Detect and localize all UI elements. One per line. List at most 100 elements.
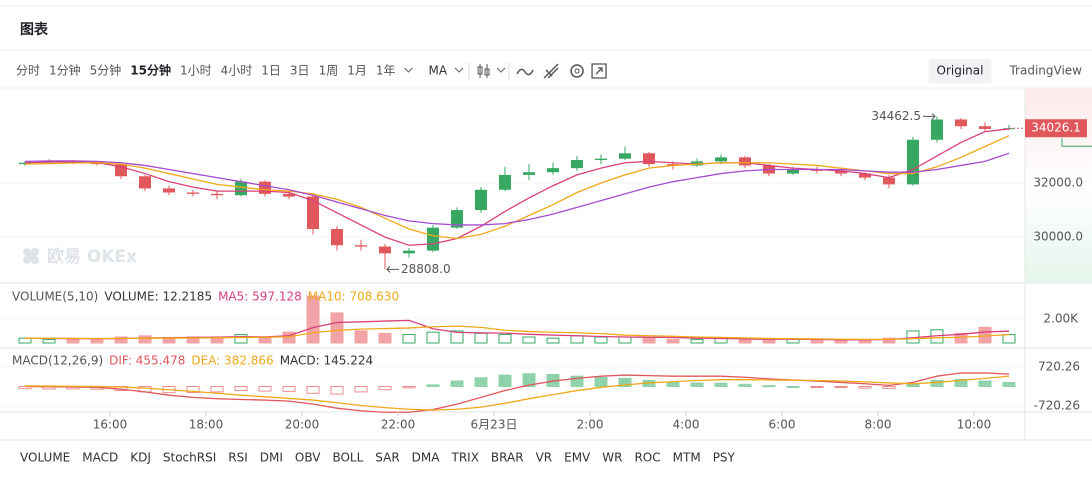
indicator-select[interactable]: MA (428, 64, 447, 78)
fullscreen-icon[interactable] (591, 63, 607, 79)
macd-bar (282, 385, 296, 392)
candle-body (235, 181, 247, 196)
indicator-tab[interactable]: KDJ (130, 451, 151, 465)
indicator-tab[interactable]: StochRSI (163, 451, 216, 465)
candle-body (643, 153, 655, 165)
volume-readout: MA10: 708.630 (308, 290, 399, 304)
volume-bar (330, 312, 344, 344)
interval-tab[interactable]: 3日 (290, 64, 310, 78)
candle-body (475, 189, 487, 211)
indicator-tab[interactable]: VOLUME (20, 451, 70, 465)
indicator-tab[interactable]: PSY (713, 451, 736, 465)
candle-body (571, 160, 583, 169)
interval-tab[interactable]: 1月 (347, 64, 367, 78)
volume-title: VOLUME(5,10) (12, 290, 98, 304)
indicator-tab[interactable]: TRIX (450, 451, 478, 465)
x-tick-label: 10:00 (957, 418, 992, 432)
volume-bar (450, 330, 464, 344)
candle-body (691, 161, 703, 166)
dropdown-chevron[interactable] (454, 67, 464, 73)
candle-body (619, 153, 631, 159)
settings-icon[interactable] (570, 64, 584, 78)
volume-bar (66, 338, 80, 344)
macd-bar (858, 385, 872, 389)
macd-readout: DEA: 382.866 (191, 354, 273, 368)
indicator-tab[interactable]: RSI (228, 451, 248, 465)
volume-bar (282, 331, 296, 344)
interval-tab[interactable]: 1分钟 (49, 63, 81, 78)
indicator-tab[interactable]: DMI (260, 451, 283, 465)
volume-bar (810, 339, 824, 344)
macd-readout: DIF: 455.478 (109, 354, 185, 368)
candle-body (883, 177, 895, 185)
indicator-tab[interactable]: MTM (673, 451, 701, 465)
indicator-tab[interactable]: VR (536, 451, 553, 465)
candle-body (451, 210, 463, 228)
macd-bar (426, 384, 440, 387)
panel-title: 图表 (20, 21, 49, 38)
macd-bar (978, 380, 992, 387)
volume-bar (402, 334, 416, 344)
draw-tool-icon[interactable] (543, 63, 559, 79)
dropdown-chevron[interactable] (404, 67, 413, 73)
indicator-tab[interactable]: DMA (412, 451, 441, 465)
interval-tab[interactable]: 4小时 (221, 64, 253, 78)
volume-readout: MA5: 597.128 (218, 290, 302, 304)
indicator-tab[interactable]: BOLL (332, 451, 363, 465)
interval-tab[interactable]: 1年 (376, 64, 396, 78)
indicator-tab[interactable]: SAR (375, 451, 399, 465)
watermark: 欧易 OKEx (47, 246, 137, 267)
interval-tab[interactable]: 分时 (16, 64, 40, 78)
interval-tab[interactable]: 1周 (319, 64, 339, 78)
macd-bar (330, 385, 344, 395)
indicator-tab[interactable]: OBV (295, 451, 321, 465)
macd-bar (1002, 382, 1016, 387)
candle-body (595, 158, 607, 161)
macd-bar (810, 385, 824, 388)
x-tick-label: 2:00 (577, 418, 604, 432)
macd-bar (258, 385, 272, 392)
candle-body (211, 193, 223, 196)
candle-body (739, 157, 751, 166)
macd-bar (618, 377, 632, 387)
volume-bar (426, 331, 440, 344)
x-tick-label: 4:00 (673, 418, 700, 432)
volume-bar (498, 334, 512, 344)
dropdown-chevron[interactable] (496, 67, 506, 73)
volume-bar (354, 330, 368, 344)
macd-bar (666, 381, 680, 387)
volume-bar (618, 336, 632, 344)
volume-bar (90, 338, 104, 344)
last-price-label: 34026.1 (1031, 121, 1081, 135)
indicator-tab[interactable]: BRAR (491, 451, 524, 465)
price-plot: 30000.0 32000.0 34462.5 28808.0 34026.1 (0, 109, 1092, 276)
volume-bar (762, 339, 776, 344)
indicator-tab[interactable]: MACD (82, 451, 118, 465)
view-tab-active-bg (928, 59, 992, 83)
interval-tab[interactable]: 15分钟 (130, 63, 171, 78)
macd-bar (378, 385, 392, 391)
candle-body (979, 126, 991, 129)
low-label: 28808.0 (401, 262, 451, 276)
macd-bar (690, 382, 704, 387)
macd-title: MACD(12,26,9) (12, 354, 103, 368)
interval-tab[interactable]: 5分钟 (90, 63, 122, 78)
indicator-tab[interactable]: EMV (564, 451, 591, 465)
macd-readout: MACD: 145.224 (280, 354, 373, 368)
volume-bar (690, 338, 704, 344)
macd-bar (762, 385, 776, 388)
interval-tab[interactable]: 1日 (261, 64, 281, 78)
last-price-box (1025, 119, 1087, 138)
ma-line (24, 135, 1010, 240)
indicator-tab[interactable]: ROC (634, 451, 660, 465)
view-tab[interactable]: TradingView (1008, 64, 1082, 78)
interval-tab[interactable]: 1小时 (180, 64, 212, 78)
chart-type-icon[interactable] (477, 64, 490, 78)
candle-body (331, 228, 343, 246)
indicator-tab[interactable]: WR (602, 451, 622, 465)
view-tab[interactable]: Original (937, 64, 984, 78)
line-tool-icon[interactable] (516, 68, 534, 76)
candle-body (307, 196, 319, 229)
